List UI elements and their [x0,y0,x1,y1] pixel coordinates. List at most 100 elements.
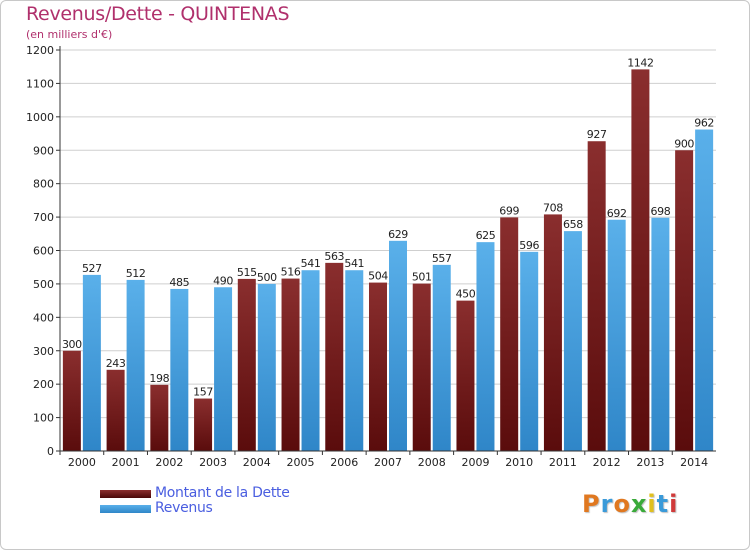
y-tick-label-100: 100 [33,412,54,425]
y-tick-label-300: 300 [33,345,54,358]
data-label-debt-2013: 1142 [627,56,653,69]
chart-title: Revenus/Dette - QUINTENAS [26,3,290,25]
bar-debt-2004 [237,278,256,451]
grid-lines [60,49,716,419]
data-label-revenus-2010: 596 [519,239,539,252]
data-label-debt-2005: 516 [281,266,301,279]
bar-debt-2012 [587,141,606,452]
data-label-debt-2001: 243 [106,357,126,370]
chart-subtitle: (en milliers d'€) [26,28,113,41]
bar-revenus-2003 [214,287,233,451]
data-label-debt-2007: 504 [368,270,388,283]
bar-debt-2006 [325,262,344,451]
y-tick-label-1100: 1100 [26,77,54,90]
data-label-revenus-2011: 658 [563,218,583,231]
data-label-revenus-2009: 625 [476,229,496,242]
data-label-revenus-2004: 500 [257,271,277,284]
data-label-revenus-2007: 629 [388,228,408,241]
y-tick-label-700: 700 [33,211,54,224]
data-label-revenus-2002: 485 [169,276,189,289]
bar-debt-2009 [456,300,475,451]
bar-revenus-2012 [607,219,626,451]
y-tick-label-900: 900 [33,144,54,157]
bar-debt-2013 [631,69,650,452]
x-tick-label-2007: 2007 [374,456,402,469]
bar-debt-2002 [150,384,169,451]
y-tick-label-500: 500 [33,278,54,291]
proxiti-logo: Proxiti [582,490,678,518]
bar-revenus-2008 [432,264,451,451]
x-tick-label-2002: 2002 [155,456,183,469]
bar-debt-2003 [194,398,213,451]
y-tick-label-200: 200 [33,378,54,391]
bar-revenus-2004 [257,283,276,451]
data-label-debt-2010: 699 [499,204,519,217]
logo-letter: i [669,490,679,518]
data-label-debt-2012: 927 [587,128,607,141]
bar-debt-2001 [106,369,125,451]
data-label-revenus-2013: 698 [651,205,671,218]
bar-debt-2008 [412,283,431,451]
x-tick-label-2006: 2006 [330,456,358,469]
y-tick-label-0: 0 [47,445,54,458]
data-label-revenus-2014: 962 [694,117,714,130]
bar-revenus-2000 [82,274,101,451]
x-tick-label-2009: 2009 [461,456,489,469]
logo-letter: P [582,490,601,518]
bar-revenus-2009 [476,242,495,451]
data-label-debt-2002: 198 [149,372,169,385]
data-label-debt-2008: 501 [412,271,432,284]
bar-debt-2011 [543,214,562,451]
legend-label-revenus: Revenus [155,500,213,516]
x-tick-label-2000: 2000 [68,456,96,469]
y-tick-label-800: 800 [33,178,54,191]
x-tick-label-2003: 2003 [199,456,227,469]
logo-letter: x [630,490,648,518]
logo-letter: t [656,490,670,518]
data-label-revenus-2001: 512 [126,267,146,280]
data-label-revenus-2005: 541 [301,257,321,270]
data-label-debt-2003: 157 [193,386,213,399]
bar-debt-2005 [281,278,300,451]
bars [62,69,714,452]
logo-letter: i [647,490,657,518]
bar-revenus-2002 [170,288,189,451]
bar-revenus-2011 [563,231,582,451]
y-tick-label-1200: 1200 [26,44,54,57]
data-label-debt-2011: 708 [543,201,563,214]
axes: 0 100 200 300 400 500 600 700 800 900 1000 1100 1200… [26,44,716,469]
x-tick-label-2010: 2010 [505,456,533,469]
y-tick-label-600: 600 [33,245,54,258]
data-label-debt-2009: 450 [456,288,476,301]
y-tick-label-400: 400 [33,311,54,324]
bar-debt-2007 [369,282,387,451]
legend-label-debt: Montant de la Dette [155,485,290,501]
x-tick-label-2008: 2008 [418,456,446,469]
bar-debt-2014 [675,150,694,451]
bar-revenus-2006 [345,270,364,451]
bar-revenus-2014 [695,129,714,451]
legend-swatch-revenus [100,505,151,513]
data-label-revenus-2003: 490 [213,274,233,287]
x-tick-label-2001: 2001 [112,456,140,469]
x-tick-label-2013: 2013 [636,456,664,469]
data-label-revenus-2008: 557 [432,252,452,265]
data-label-debt-2006: 563 [324,250,344,263]
data-label-debt-2000: 300 [62,338,82,351]
bar-revenus-2007 [389,240,407,451]
bar-debt-2000 [62,350,81,451]
bar-revenus-2001 [126,279,145,451]
bar-revenus-2005 [301,270,320,451]
x-tick-label-2005: 2005 [287,456,315,469]
legend-swatch-debt [100,490,151,498]
data-label-debt-2004: 515 [237,266,257,279]
data-label-revenus-2006: 541 [344,257,364,270]
x-tick-label-2014: 2014 [680,456,708,469]
bar-revenus-2010 [520,251,539,451]
x-tick-label-2012: 2012 [593,456,621,469]
data-label-revenus-2000: 527 [82,262,102,275]
bar-revenus-2013 [651,217,670,451]
y-tick-label-1000: 1000 [26,111,54,124]
